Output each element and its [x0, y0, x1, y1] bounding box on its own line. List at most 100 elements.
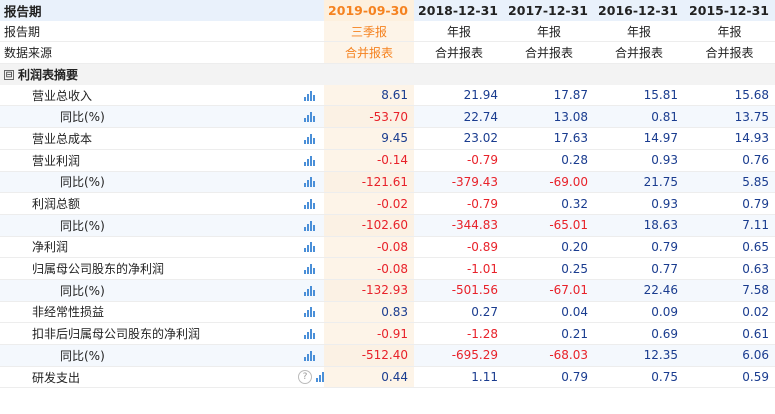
bar-chart-icon[interactable]	[304, 112, 316, 123]
bar-chart-icon[interactable]	[304, 350, 316, 361]
period-2016-12-31[interactable]: 2016-12-31	[594, 0, 685, 21]
value-cell: 22.74	[414, 105, 505, 129]
yoy-row: 同比(%) -132.93 -501.56 -67.01 22.46 7.58	[0, 279, 775, 302]
value-cell: 18.63	[594, 214, 685, 237]
value-cell: 1.11	[414, 366, 505, 389]
value-cell: 17.87	[504, 84, 595, 107]
income-statement-section-header[interactable]: ⊟ 利润表摘要	[0, 63, 775, 85]
period-2018-12-31[interactable]: 2018-12-31	[414, 0, 505, 21]
metric-row: 净利润 -0.08 -0.89 0.20 0.79 0.65	[0, 236, 775, 259]
collapse-toggle-icon[interactable]: ⊟	[4, 70, 14, 81]
value-cell: 0.69	[594, 322, 685, 345]
report-type-cell: 年报	[504, 20, 595, 43]
value-cell: 13.08	[504, 105, 595, 129]
metric-actions	[298, 322, 325, 345]
value-cell: -0.89	[414, 236, 505, 259]
metric-actions	[298, 171, 325, 194]
metric-row: 扣非后归属母公司股东的净利润 -0.91 -1.28 0.21 0.69 0.61	[0, 322, 775, 345]
value-cell: 9.45	[324, 127, 415, 150]
value-cell: 0.79	[504, 366, 595, 389]
value-cell: -0.08	[324, 257, 415, 280]
data-source-label: 数据来源	[0, 41, 325, 65]
metric-row: 利润总额 -0.02 -0.79 0.32 0.93 0.79	[0, 192, 775, 215]
value-cell: 14.97	[594, 127, 685, 150]
bar-chart-icon[interactable]	[304, 285, 316, 296]
value-cell: 0.61	[684, 322, 775, 345]
value-cell: 0.25	[504, 257, 595, 280]
metric-actions	[298, 192, 325, 215]
value-cell: 7.58	[684, 279, 775, 302]
value-cell: 15.81	[594, 84, 685, 107]
period-2017-12-31[interactable]: 2017-12-31	[504, 0, 595, 21]
data-source-row: 数据来源 合并报表 合并报表 合并报表 合并报表 合并报表	[0, 41, 775, 65]
data-source-cell: 合并报表	[684, 41, 775, 65]
bar-chart-icon[interactable]	[304, 264, 316, 275]
metric-label: 归属母公司股东的净利润	[0, 257, 298, 280]
metric-row: 营业利润 -0.14 -0.79 0.28 0.93 0.76	[0, 149, 775, 172]
metric-actions: ?	[298, 366, 325, 389]
value-cell: 0.63	[684, 257, 775, 280]
report-type-cell: 年报	[414, 20, 505, 43]
period-2019-09-30[interactable]: 2019-09-30	[324, 0, 415, 21]
bar-chart-icon[interactable]	[316, 372, 324, 383]
bar-chart-icon[interactable]	[304, 177, 316, 188]
bar-chart-icon[interactable]	[304, 155, 316, 166]
value-cell: 13.75	[684, 105, 775, 129]
period-header-label: 报告期	[0, 0, 325, 21]
value-cell: 0.83	[324, 301, 415, 324]
metric-actions	[298, 84, 325, 107]
metric-label: 扣非后归属母公司股东的净利润	[0, 322, 298, 345]
income-statement-table: 报告期 2019-09-30 2018-12-31 2017-12-31 201…	[0, 0, 775, 389]
value-cell: 12.35	[594, 344, 685, 367]
bar-chart-icon[interactable]	[304, 307, 316, 318]
bar-chart-icon[interactable]	[304, 242, 316, 253]
value-cell: -512.40	[324, 344, 415, 367]
bar-chart-icon[interactable]	[304, 90, 316, 101]
bar-chart-icon[interactable]	[304, 133, 316, 144]
value-cell: 21.94	[414, 84, 505, 107]
metric-row: 研发支出? 0.44 1.11 0.79 0.75 0.59	[0, 366, 775, 389]
value-cell: -53.70	[324, 105, 415, 129]
metric-label: 营业利润	[0, 149, 298, 172]
metric-row: 营业总收入 8.61 21.94 17.87 15.81 15.68	[0, 84, 775, 107]
value-cell: 7.11	[684, 214, 775, 237]
value-cell: 0.28	[504, 149, 595, 172]
yoy-row: 同比(%) -102.60 -344.83 -65.01 18.63 7.11	[0, 214, 775, 237]
value-cell: 0.27	[414, 301, 505, 324]
value-cell: 0.79	[684, 192, 775, 215]
value-cell: -0.14	[324, 149, 415, 172]
value-cell: -379.43	[414, 171, 505, 194]
value-cell: -0.91	[324, 322, 415, 345]
bar-chart-icon[interactable]	[304, 329, 316, 340]
report-type-cell: 年报	[684, 20, 775, 43]
data-source-cell: 合并报表	[594, 41, 685, 65]
metric-label: 利润总额	[0, 192, 298, 215]
data-source-cell: 合并报表	[504, 41, 595, 65]
period-2015-12-31[interactable]: 2015-12-31	[684, 0, 775, 21]
metric-actions	[298, 105, 325, 129]
value-cell: 6.06	[684, 344, 775, 367]
section-title: 利润表摘要	[18, 67, 79, 82]
value-cell: -65.01	[504, 214, 595, 237]
value-cell: 0.44	[324, 366, 415, 389]
bar-chart-icon[interactable]	[304, 199, 316, 210]
bar-chart-icon[interactable]	[304, 220, 316, 231]
metric-actions	[298, 127, 325, 150]
value-cell: 0.32	[504, 192, 595, 215]
value-cell: 0.77	[594, 257, 685, 280]
metric-label: 非经常性损益	[0, 301, 298, 324]
metric-label: 同比(%)	[0, 214, 298, 237]
metric-label: 同比(%)	[0, 344, 298, 367]
value-cell: -1.28	[414, 322, 505, 345]
value-cell: 22.46	[594, 279, 685, 302]
value-cell: -0.08	[324, 236, 415, 259]
value-cell: 0.20	[504, 236, 595, 259]
value-cell: 0.02	[684, 301, 775, 324]
report-type-row: 报告期 三季报 年报 年报 年报 年报	[0, 20, 775, 43]
value-cell: 0.09	[594, 301, 685, 324]
value-cell: 23.02	[414, 127, 505, 150]
value-cell: 0.76	[684, 149, 775, 172]
value-cell: 17.63	[504, 127, 595, 150]
yoy-row: 同比(%) -53.70 22.74 13.08 0.81 13.75	[0, 105, 775, 129]
help-circle-icon[interactable]: ?	[298, 370, 312, 385]
